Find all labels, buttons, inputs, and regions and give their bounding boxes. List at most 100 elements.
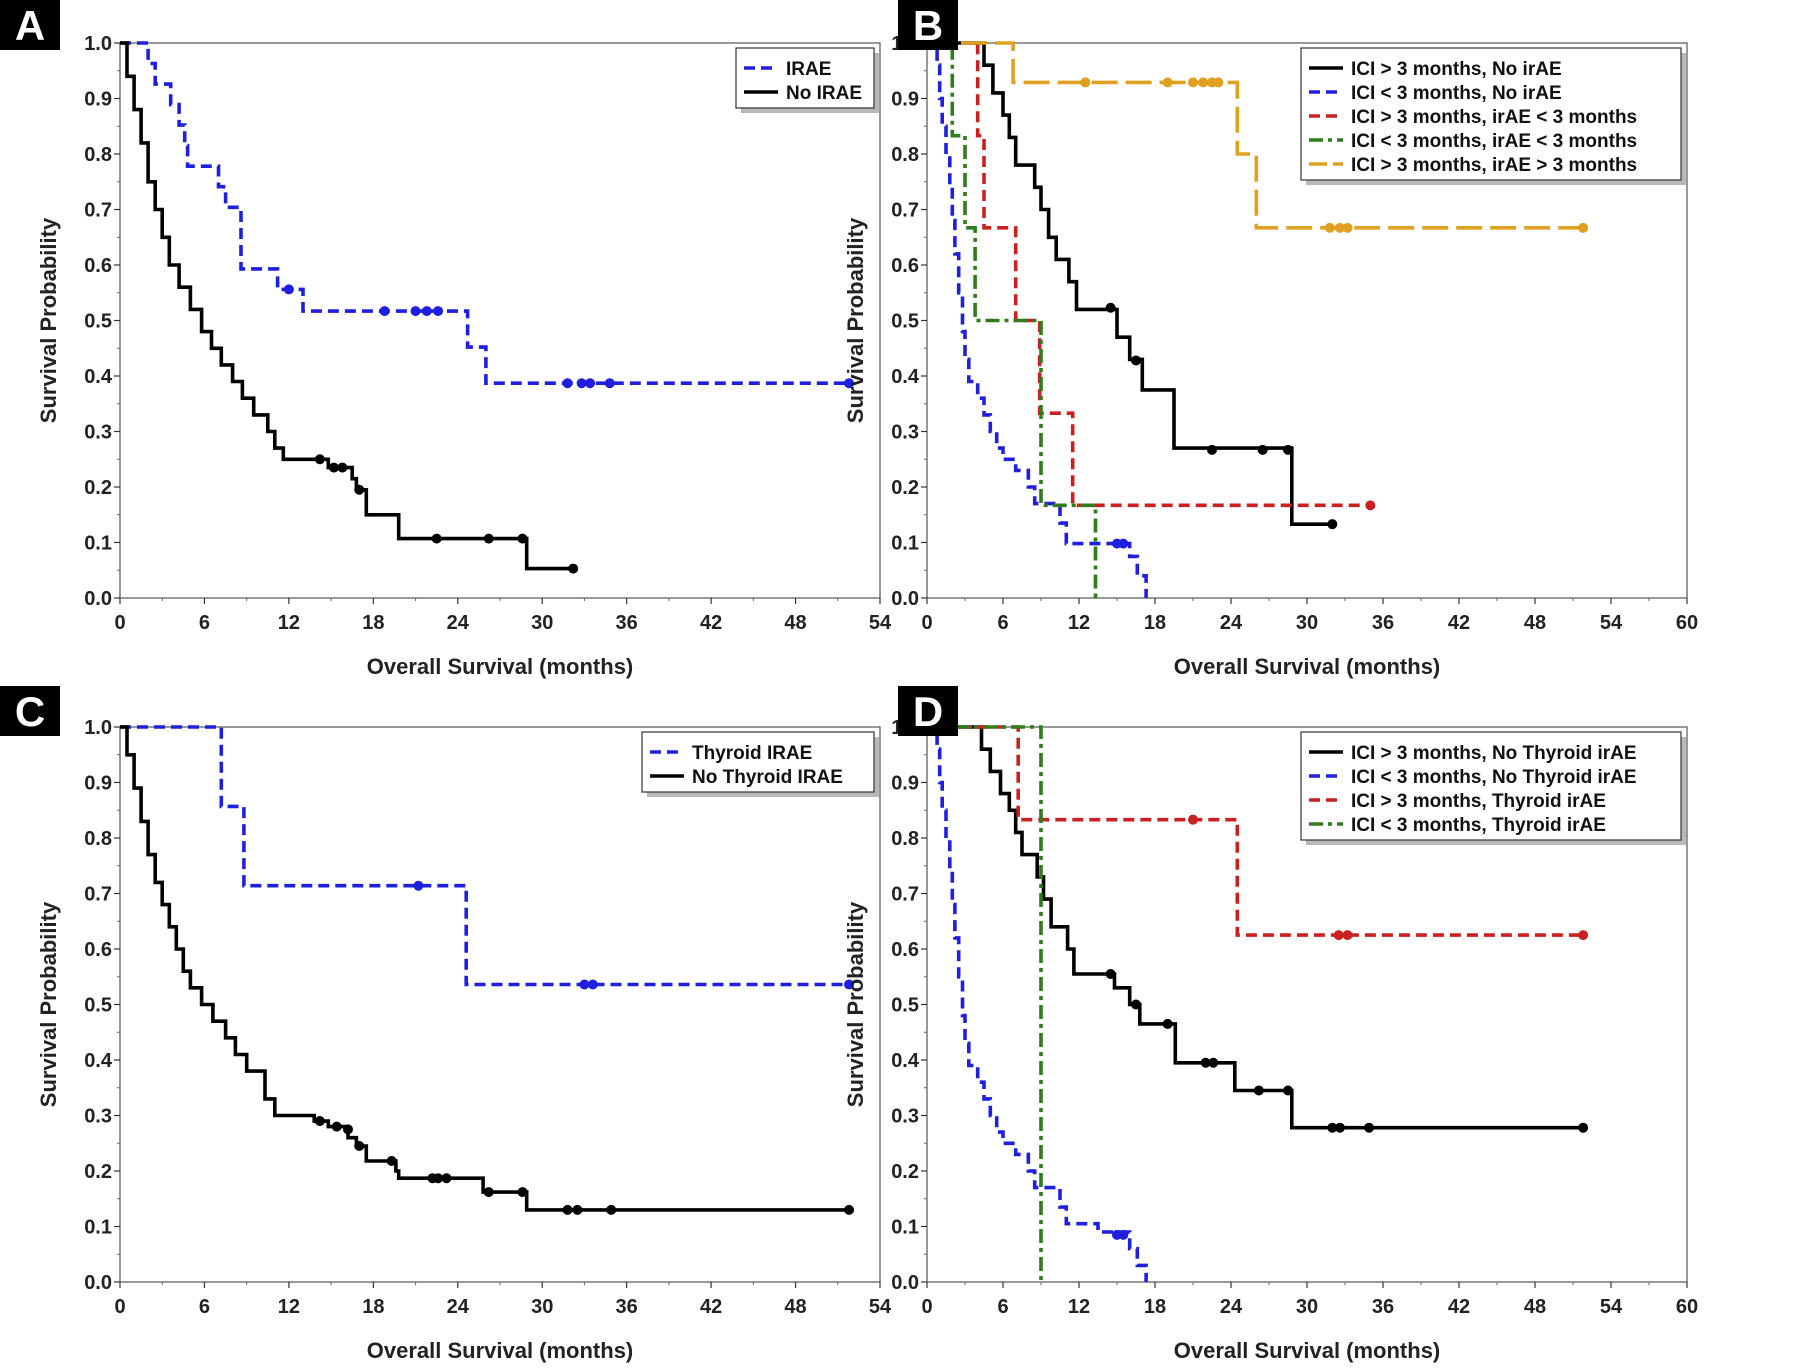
x-axis-title: Overall Survival (months): [1174, 1338, 1441, 1363]
censor-mark: [576, 378, 587, 389]
y-tick-label: 0.3: [84, 1106, 112, 1128]
censor-mark: [1131, 999, 1141, 1010]
panel-label: B: [913, 2, 943, 49]
censor-mark: [1257, 444, 1268, 455]
censor-mark: [1080, 77, 1091, 88]
y-tick-label: 0.3: [84, 422, 112, 444]
censor-mark: [1208, 1057, 1219, 1068]
y-tick-label: 0.5: [891, 995, 919, 1017]
censor-mark: [337, 462, 348, 473]
legend-box: [641, 731, 875, 793]
x-tick-label: 36: [616, 612, 638, 634]
censor-mark: [844, 979, 855, 990]
x-tick-label: 12: [1068, 612, 1090, 634]
plot-area: [119, 42, 881, 599]
y-tick-label: 0.7: [891, 884, 919, 906]
series-line-3: [927, 41, 1371, 508]
censor-mark: [431, 533, 442, 544]
x-tick-label: 6: [199, 612, 210, 634]
censor-mark: [604, 378, 615, 389]
x-tick-label: 36: [1372, 612, 1394, 634]
x-tick-label: 42: [700, 612, 722, 634]
x-tick-label: 6: [997, 612, 1008, 634]
x-tick-label: 48: [784, 612, 806, 634]
y-tick-label: 0.9: [891, 89, 919, 111]
censor-mark: [1324, 222, 1335, 233]
x-tick-label: 54: [1600, 612, 1623, 634]
x-tick-label: 30: [1296, 612, 1318, 634]
y-tick-label: 0.6: [84, 255, 112, 277]
y-tick-label: 1.0: [84, 717, 112, 739]
y-tick-label: 0.8: [891, 828, 919, 850]
y-tick-label: 0.2: [891, 1161, 919, 1183]
x-tick-label: 42: [1448, 612, 1470, 634]
y-tick-label: 0.7: [84, 884, 112, 906]
y-tick-label: 1.0: [84, 33, 112, 55]
y-axis-title: Survival Probability: [36, 217, 61, 423]
panel-b: 0.00.10.20.30.40.50.60.70.80.91.00612182…: [843, 0, 1800, 686]
censor-mark: [328, 462, 339, 473]
censor-mark: [1188, 77, 1198, 88]
y-tick-label: 0.9: [84, 773, 112, 795]
censor-mark: [1578, 1122, 1589, 1133]
series-line-2: [927, 725, 1148, 1282]
y-tick-label: 0.9: [84, 89, 112, 111]
km-chart-d: 0.00.10.20.30.40.50.60.70.80.91.00612182…: [843, 686, 1698, 1363]
x-tick-label: 0: [114, 1296, 125, 1318]
legend-label: ICI > 3 months, Thyroid irAE: [1351, 791, 1606, 812]
y-tick-label: 0.8: [84, 828, 112, 850]
y-axis-title: Survival Probability: [36, 901, 61, 1107]
censor-mark: [562, 1204, 573, 1215]
panel-c: 0.0 0.1 0.2 0.3 0.4 0.5 0.6 0.7 0.8 0.9 1.0 0 6 12 18 2…: [0, 686, 900, 1372]
censor-mark: [1118, 538, 1129, 549]
y-tick-label: 0.5: [84, 311, 112, 333]
x-tick-label: 0: [114, 612, 125, 634]
x-tick-label: 54: [1600, 1296, 1623, 1318]
censor-mark: [562, 378, 573, 389]
x-tick-label: 54: [869, 612, 892, 634]
x-tick-label: 6: [997, 1296, 1008, 1318]
censor-mark: [1578, 222, 1589, 233]
x-tick-label: 60: [1676, 1296, 1698, 1318]
y-tick-label: 0.9: [891, 773, 919, 795]
censor-mark: [844, 1204, 855, 1215]
y-tick-label: 0.5: [84, 995, 112, 1017]
legend-label: ICI > 3 months, No Thyroid irAE: [1351, 743, 1637, 764]
censor-mark: [331, 1121, 342, 1132]
y-tick-label: 0.3: [891, 1106, 919, 1128]
legend-label: Thyroid IRAE: [692, 743, 812, 764]
x-tick-label: 0: [921, 612, 932, 634]
legend-label: ICI > 3 months, No irAE: [1351, 59, 1562, 80]
censor-mark: [343, 1124, 353, 1135]
y-tick-label: 0.2: [84, 477, 112, 499]
series-line-4: [927, 725, 1043, 1282]
x-tick-label: 6: [199, 1296, 210, 1318]
censor-mark: [354, 484, 365, 495]
censor-mark: [1105, 968, 1116, 979]
censor-mark: [606, 1204, 617, 1215]
x-tick-label: 12: [1068, 1296, 1090, 1318]
censor-mark: [1207, 444, 1217, 455]
y-tick-label: 0.2: [891, 477, 919, 499]
censor-mark: [568, 563, 579, 574]
censor-mark: [1283, 1085, 1293, 1096]
x-tick-label: 24: [447, 1296, 470, 1318]
y-tick-label: 0.7: [84, 200, 112, 222]
legend-label: No Thyroid IRAE: [692, 767, 843, 788]
x-tick-label: 48: [1524, 612, 1546, 634]
legend-label: ICI < 3 months, Thyroid irAE: [1351, 815, 1606, 836]
y-tick-label: 0.0: [84, 588, 112, 610]
x-tick-label: 18: [1144, 1296, 1166, 1318]
censor-mark: [1334, 1122, 1345, 1133]
x-tick-label: 18: [362, 612, 384, 634]
censor-mark: [410, 306, 421, 317]
y-tick-label: 0.6: [84, 939, 112, 961]
x-tick-label: 48: [784, 1296, 806, 1318]
censor-mark: [1283, 444, 1293, 455]
y-tick-label: 0.8: [84, 144, 112, 166]
y-axis-title: Survival Probability: [843, 901, 868, 1107]
y-tick-label: 0.0: [84, 1272, 112, 1294]
legend-label: ICI < 3 months, No irAE: [1351, 83, 1562, 104]
km-chart-a: 0.0 0.1 0.2 0.3 0.4 0.5 0.6 0.7 0.8 0.9 1.0 0 6 12 18 2…: [0, 0, 892, 679]
x-tick-label: 42: [700, 1296, 722, 1318]
